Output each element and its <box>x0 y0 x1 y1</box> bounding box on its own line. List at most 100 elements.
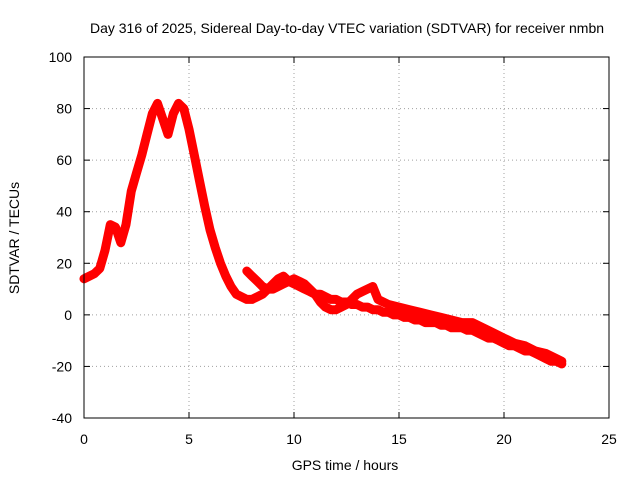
data-point <box>311 290 319 299</box>
data-point <box>416 308 424 317</box>
data-point <box>111 223 120 232</box>
data-point <box>384 308 393 317</box>
data-point <box>169 109 178 118</box>
data-point <box>473 328 482 337</box>
data-point <box>200 202 209 211</box>
data-point <box>321 292 330 301</box>
data-point <box>510 339 519 348</box>
data-point <box>148 109 157 118</box>
data-point <box>395 310 403 319</box>
data-point <box>300 279 309 288</box>
data-point <box>552 354 561 363</box>
data-point <box>542 349 550 358</box>
data-point <box>416 316 424 325</box>
data-point <box>374 305 382 314</box>
x-tick-label: 0 <box>80 431 88 447</box>
data-point <box>353 300 361 309</box>
data-point <box>132 169 141 178</box>
series-2 <box>242 266 567 366</box>
data-point <box>122 220 130 229</box>
data-point <box>237 292 246 301</box>
data-point <box>258 282 267 291</box>
data-point <box>363 285 372 294</box>
data-point <box>468 326 477 335</box>
y-tick-label: 40 <box>56 204 72 220</box>
x-tick-label: 5 <box>185 431 193 447</box>
data-point <box>363 303 372 312</box>
chart-title: Day 316 of 2025, Sidereal Day-to-day VTE… <box>90 20 604 36</box>
data-point <box>395 303 403 312</box>
data-point <box>531 346 540 355</box>
data-point <box>164 130 172 139</box>
data-point <box>284 277 293 286</box>
y-tick-label: -20 <box>52 358 72 374</box>
data-point <box>185 125 193 134</box>
data-point <box>85 272 94 281</box>
data-point <box>153 99 162 108</box>
data-point <box>384 300 393 309</box>
y-tick-label: -40 <box>52 410 72 426</box>
y-axis-label: SDTVAR / TECUs <box>6 182 22 294</box>
x-tick-label: 25 <box>601 431 617 447</box>
data-point <box>274 282 283 291</box>
data-point <box>521 341 529 350</box>
data-point <box>500 334 508 343</box>
data-point <box>305 285 314 294</box>
data-point <box>127 187 136 196</box>
y-tick-label: 20 <box>56 255 72 271</box>
y-tick-label: 0 <box>64 307 72 323</box>
data-point <box>242 267 251 276</box>
data-point <box>479 323 487 332</box>
data-point <box>295 277 304 286</box>
data-point <box>190 150 199 159</box>
data-point <box>221 272 230 281</box>
data-point <box>437 313 445 322</box>
data-point <box>258 290 267 299</box>
data-point <box>316 297 325 306</box>
data-point <box>479 331 487 340</box>
grid <box>84 57 609 418</box>
data-point <box>290 274 298 283</box>
data-point <box>279 272 288 281</box>
y-tick-label: 80 <box>56 101 72 117</box>
data-point <box>279 279 288 288</box>
data-point <box>321 303 330 312</box>
data-point <box>447 316 456 325</box>
data-point <box>174 99 183 108</box>
data-point <box>211 243 220 252</box>
data-point <box>95 264 104 273</box>
data-point <box>358 287 367 296</box>
data-point <box>353 290 361 299</box>
data-point <box>405 305 414 314</box>
data-point <box>332 295 340 304</box>
data-point <box>458 318 466 327</box>
y-tick-label: 100 <box>49 49 73 65</box>
data-point <box>337 303 346 312</box>
data-point <box>374 295 382 304</box>
x-tick-label: 10 <box>286 431 302 447</box>
series-1 <box>79 98 567 369</box>
data-point <box>195 176 204 185</box>
data-point <box>405 313 414 322</box>
tick-labels: 0 5 10 15 20 25 -40 -20 0 20 40 60 80 100 <box>49 49 617 447</box>
data-point <box>489 328 498 337</box>
data-point <box>248 272 256 281</box>
data-point <box>143 130 151 139</box>
series-line <box>79 98 567 369</box>
y-tick-label: 60 <box>56 152 72 168</box>
data-point <box>90 269 99 278</box>
data-point <box>116 238 125 247</box>
data-point <box>106 220 115 229</box>
plot-frame <box>83 56 610 419</box>
data-point <box>253 292 262 301</box>
x-axis-label: GPS time / hours <box>292 457 399 473</box>
data-point <box>468 318 477 327</box>
plot-area <box>79 98 567 369</box>
data-point <box>216 259 225 268</box>
x-tick-label: 15 <box>391 431 407 447</box>
data-point <box>253 277 262 286</box>
data-point <box>274 274 283 283</box>
data-point <box>557 357 566 366</box>
data-point <box>332 305 340 314</box>
